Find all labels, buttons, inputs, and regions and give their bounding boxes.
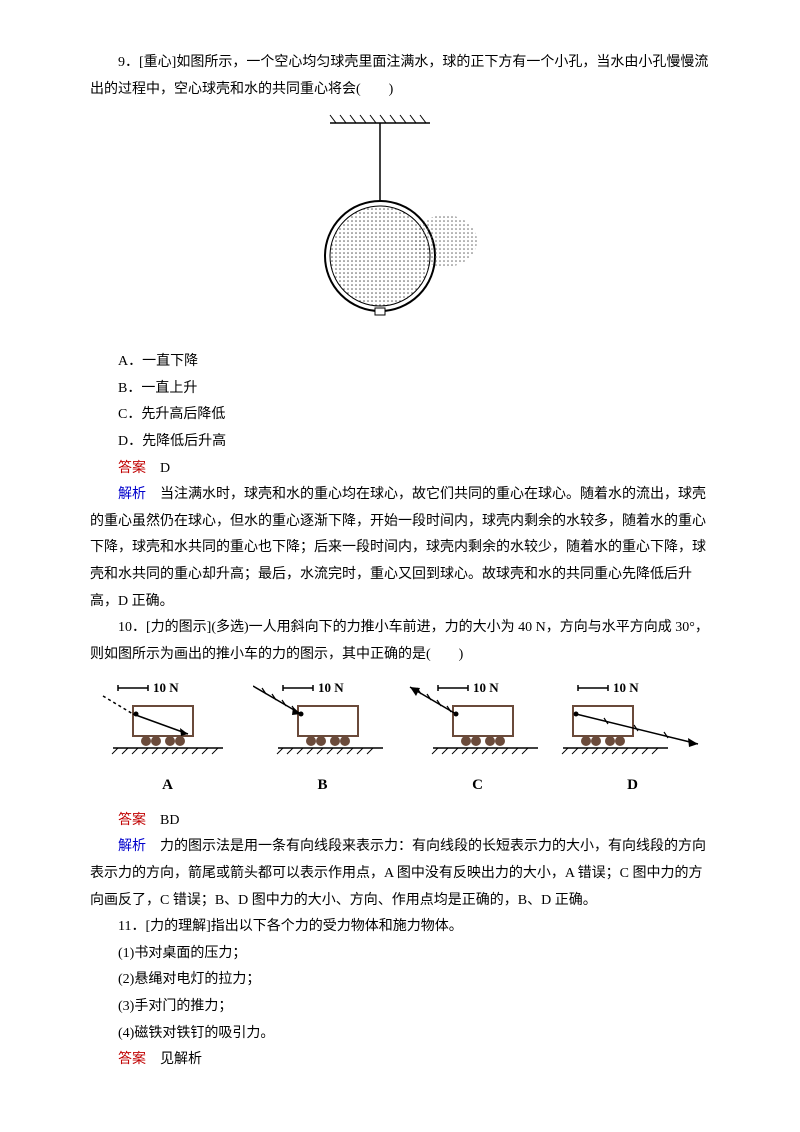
q10-fig-d: 10 N: [555, 676, 710, 800]
q11-item-2: (2)悬绳对电灯的拉力；: [90, 967, 710, 994]
q10-fig-b: 10 N: [245, 676, 400, 800]
q10-label-d: D: [555, 771, 710, 800]
svg-text:10 N: 10 N: [613, 680, 639, 695]
q9-stem: 9．[重心]如图所示，一个空心均匀球壳里面注满水，球的正下方有一个小孔，当水由小…: [90, 50, 710, 103]
q10-label-a: A: [90, 771, 245, 800]
q11-stem: 11．[力的理解]指出以下各个力的受力物体和施力物体。: [90, 914, 710, 941]
q10-label-b: B: [245, 771, 400, 800]
q11-item-4: (4)磁铁对铁钉的吸引力。: [90, 1021, 710, 1048]
q9-answer-value: D: [146, 461, 170, 476]
q9-option-d: D．先降低后升高: [90, 429, 710, 456]
q10-stem: 10．[力的图示](多选)一人用斜向下的力推小车前进，力的大小为 40 N，方向…: [90, 615, 710, 668]
q10-fig-a: 10 N: [90, 676, 245, 800]
q10-answer: 答案 BD: [90, 808, 710, 835]
q11-answer-value: 见解析: [146, 1052, 202, 1067]
q10-fig-c: 10 N: [400, 676, 555, 800]
q9-option-b: B．一直上升: [90, 376, 710, 403]
svg-text:10 N: 10 N: [318, 680, 344, 695]
svg-text:10 N: 10 N: [473, 680, 499, 695]
answer-label: 答案: [118, 461, 146, 476]
answer-label: 答案: [118, 813, 146, 828]
scale-text: 10 N: [153, 680, 179, 695]
explain-label: 解析: [118, 487, 146, 502]
explain-label: 解析: [118, 839, 146, 854]
q10-label-c: C: [400, 771, 555, 800]
q10-figure-row: 10 N: [90, 676, 710, 800]
q9-figure: [90, 111, 710, 341]
answer-label: 答案: [118, 1052, 146, 1067]
q9-option-c: C．先升高后降低: [90, 402, 710, 429]
q9-explain-text: 当注满水时，球壳和水的重心均在球心，故它们共同的重心在球心。随着水的流出，球壳的…: [90, 487, 706, 608]
q11-item-3: (3)手对门的推力；: [90, 994, 710, 1021]
q9-explain: 解析 当注满水时，球壳和水的重心均在球心，故它们共同的重心在球心。随着水的流出，…: [90, 482, 710, 615]
q9-answer: 答案 D: [90, 456, 710, 483]
q9-option-a: A．一直下降: [90, 349, 710, 376]
q10-explain: 解析 力的图示法是用一条有向线段来表示力：有向线段的长短表示力的大小，有向线段的…: [90, 834, 710, 914]
q10-answer-value: BD: [146, 813, 179, 828]
q11-answer: 答案 见解析: [90, 1047, 710, 1074]
q11-item-1: (1)书对桌面的压力；: [90, 941, 710, 968]
q10-explain-text: 力的图示法是用一条有向线段来表示力：有向线段的长短表示力的大小，有向线段的方向表…: [90, 839, 706, 907]
